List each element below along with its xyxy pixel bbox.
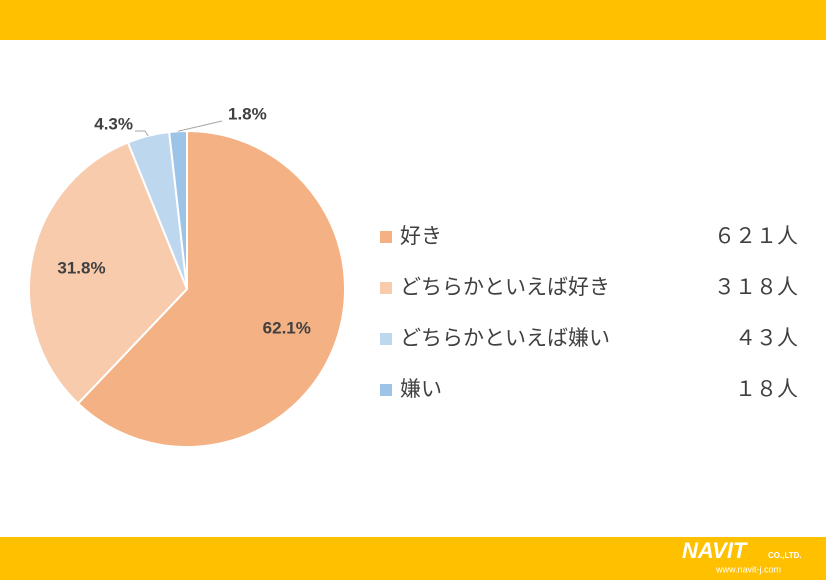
data-label: 62.1% [263,318,311,337]
legend-swatch [380,333,392,345]
logo-suffix: CO.,LTD. [768,551,802,560]
legend-count: ６２１人 [714,224,798,248]
data-label: 31.8% [57,258,105,277]
logo: NAVIT CO.,LTD. www.navit-j.com [682,538,802,575]
legend-swatch [380,384,392,396]
legend-swatch [380,282,392,294]
leader-line [135,130,149,137]
pie-slice [28,141,189,405]
leader-line [177,120,223,132]
legend-label: 嫌い [400,377,442,401]
data-label: 4.3% [94,114,133,133]
legend-label: 好き [400,224,442,248]
legend-count: ３１８人 [714,275,798,299]
legend-label: どちらかといえば嫌い [400,326,610,350]
bottom-band [0,537,826,580]
legend-label: どちらかといえば好き [400,275,610,299]
top-band [0,0,826,40]
legend-count: １８人 [735,377,798,401]
data-label: 1.8% [228,104,267,123]
logo-url: www.navit-j.com [715,564,781,574]
legend-count: ４３人 [735,326,798,350]
logo-name: NAVIT [682,538,748,563]
legend-swatch [380,231,392,243]
pie-slice [76,129,346,448]
